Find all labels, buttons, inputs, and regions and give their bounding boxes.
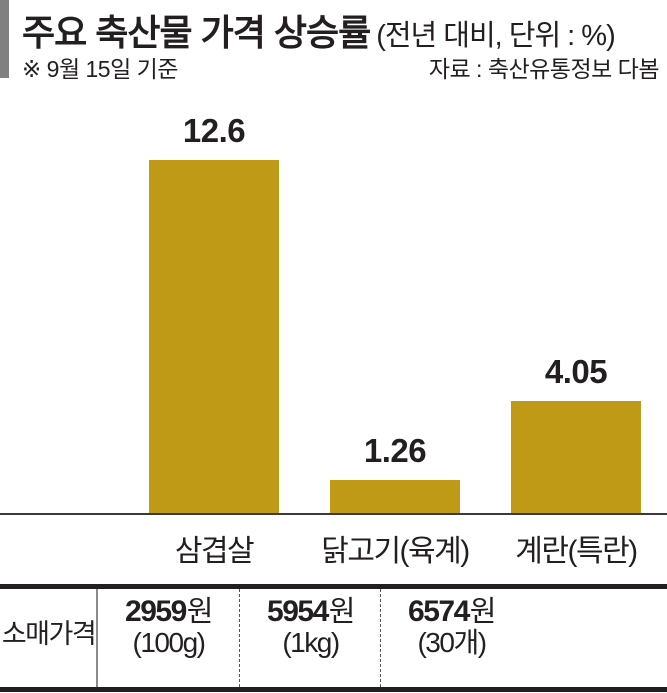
chart-title: 주요 축산물 가격 상승률 (전년 대비, 단위 : %) — [22, 4, 616, 56]
category-label: 삼겹살 — [174, 535, 255, 568]
table-divider — [380, 589, 381, 687]
price-cell: 6574원 (30개) — [381, 596, 522, 657]
bar-chicken — [330, 480, 460, 514]
category-label: 계란(특란) — [515, 535, 638, 568]
price-cell: 5954원 (1kg) — [240, 596, 381, 657]
chart-unit: (전년 대비, 단위 : %) — [376, 20, 616, 52]
price-value: 2959원 — [98, 596, 239, 628]
price-number: 6574 — [408, 595, 470, 628]
table-top-rule — [0, 584, 667, 589]
currency-unit: 원 — [328, 596, 356, 628]
price-number: 5954 — [267, 595, 329, 628]
table-bottom-rule — [0, 687, 667, 692]
table-divider — [96, 589, 98, 687]
bar-egg — [511, 401, 641, 514]
date-note: ※ 9월 15일 기준 — [22, 56, 178, 82]
currency-unit: 원 — [186, 596, 214, 628]
bar-value-label: 1.26 — [363, 432, 427, 469]
bar-value-label: 12.6 — [182, 112, 246, 149]
x-axis-baseline — [0, 513, 667, 515]
category-label: 닭고기(육계) — [321, 535, 470, 568]
quantity-unit: (100g) — [132, 626, 206, 658]
title-accent-bar — [0, 0, 9, 78]
price-value: 6574원 — [381, 596, 522, 628]
quantity-unit: (1kg) — [282, 626, 340, 658]
table-row-header: 소매가격 — [1, 619, 97, 649]
price-value: 5954원 — [240, 596, 381, 628]
price-cell: 2959원 (100g) — [98, 596, 239, 657]
price-number: 2959 — [125, 595, 187, 628]
source-credit: 자료 : 축산유통정보 다봄 — [428, 56, 660, 82]
bar-value-label: 4.05 — [544, 353, 608, 390]
quantity-unit: (30개) — [417, 626, 487, 658]
currency-unit: 원 — [469, 596, 497, 628]
table-divider — [239, 589, 240, 687]
bar-pork-belly — [149, 160, 279, 514]
chart-title-text: 주요 축산물 가격 상승률 — [22, 12, 371, 53]
